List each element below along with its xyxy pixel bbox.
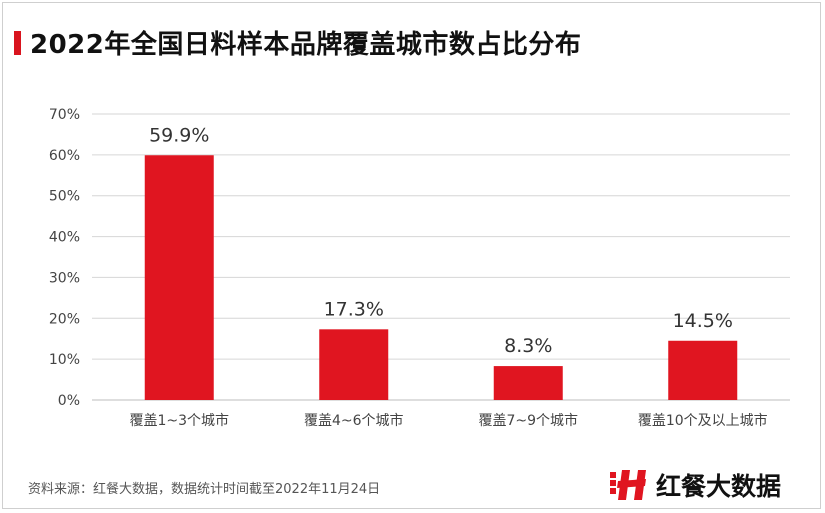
y-tick-label: 60% <box>49 148 80 164</box>
bar <box>493 366 563 400</box>
x-tick-label: 覆盖7~9个城市 <box>478 412 578 429</box>
x-tick-label: 覆盖4~6个城市 <box>304 412 404 429</box>
y-tick-label: 50% <box>49 189 80 205</box>
y-tick-label: 0% <box>58 393 80 409</box>
y-tick-label: 40% <box>49 230 80 246</box>
bar <box>319 329 389 400</box>
bar <box>668 340 738 400</box>
x-tick-label: 覆盖1~3个城市 <box>129 412 229 429</box>
brand-logo: 红餐大数据 <box>608 467 781 503</box>
bar <box>144 155 214 400</box>
brand-name: 红餐大数据 <box>656 472 782 501</box>
y-tick-label: 70% <box>49 107 80 123</box>
chart-title: 2022年全国日料样本品牌覆盖城市数占比分布 <box>30 30 582 60</box>
brand-mark-icon <box>610 470 646 500</box>
title-accent-bar <box>14 31 21 55</box>
data-label: 8.3% <box>504 335 552 357</box>
data-label: 17.3% <box>324 298 384 320</box>
source-note: 资料来源：红餐大数据，数据统计时间截至2022年11月24日 <box>28 482 381 497</box>
y-tick-label: 20% <box>49 311 80 327</box>
data-label: 14.5% <box>673 310 733 332</box>
y-tick-label: 30% <box>49 270 80 286</box>
data-label: 59.9% <box>149 124 209 146</box>
y-tick-label: 10% <box>49 352 80 368</box>
x-tick-label: 覆盖10个及以上城市 <box>638 412 768 429</box>
